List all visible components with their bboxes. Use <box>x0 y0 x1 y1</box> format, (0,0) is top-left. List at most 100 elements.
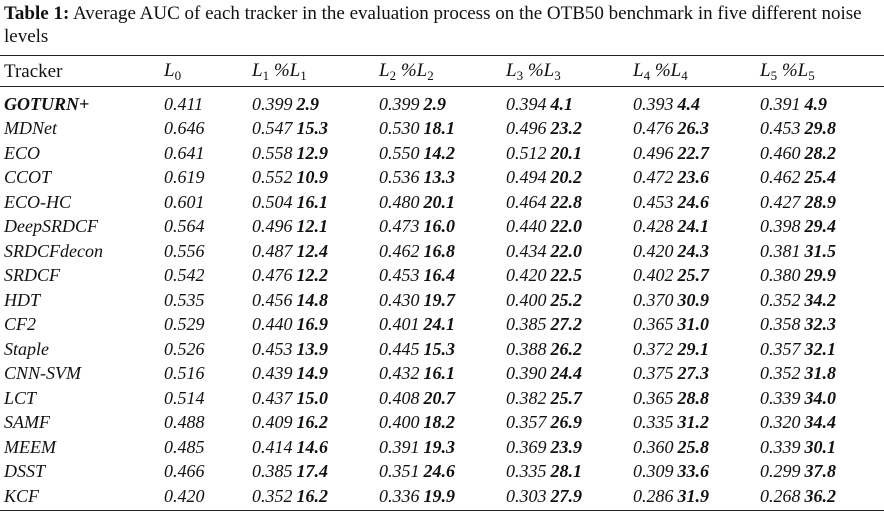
tracker-name: SRDCF <box>4 265 60 286</box>
table-row: Staple 0.526 0.453 13.9 0.445 15.3 0.388 26.2 0.… <box>0 337 884 362</box>
percent-drop-value: 25.7 <box>677 265 710 286</box>
auc-l0-cell: 0.641 <box>164 142 205 163</box>
level-2-cell: 0.391 19.3 <box>375 435 502 460</box>
percent-drop-value: 14.8 <box>296 289 329 310</box>
percent-drop-value: 24.1 <box>677 216 710 237</box>
auc-value: 0.445 <box>379 338 420 359</box>
table-row: SRDCFdecon 0.556 0.487 12.4 0.462 16.8 0.434 22… <box>0 239 884 264</box>
auc-value: 0.357 <box>760 338 801 359</box>
percent-drop-value: 4.1 <box>550 93 574 114</box>
percent-drop-value: 13.3 <box>423 167 456 188</box>
header-level-5: L5 %L5 <box>760 60 815 83</box>
tracker-name: Staple <box>4 338 49 359</box>
auc-value: 0.399 <box>379 93 420 114</box>
percent-drop-value: 15.3 <box>296 118 329 139</box>
auc-value: 0.352 <box>760 289 801 310</box>
level-1-cell: 0.552 10.9 <box>248 166 375 191</box>
percent-drop-value: 28.8 <box>677 387 710 408</box>
auc-value: 0.464 <box>506 191 547 212</box>
level-1-cell: 0.504 16.1 <box>248 190 375 215</box>
auc-value: 0.391 <box>379 436 420 457</box>
auc-value: 0.408 <box>379 387 420 408</box>
auc-value: 0.453 <box>633 191 674 212</box>
auc-value: 0.476 <box>633 118 674 139</box>
percent-drop-value: 19.3 <box>423 436 456 457</box>
auc-value: 0.336 <box>379 485 420 506</box>
level-1-cell: 0.439 14.9 <box>248 362 375 387</box>
auc-value: 0.380 <box>760 265 801 286</box>
percent-drop-value: 4.4 <box>677 93 701 114</box>
level-4-cell: 0.472 23.6 <box>629 166 756 191</box>
level-4-cell: 0.393 4.4 <box>629 86 756 117</box>
auc-l0-cell: 0.535 <box>164 289 205 310</box>
level-2-cell: 0.473 16.0 <box>375 215 502 240</box>
level-3-cell: 0.335 28.1 <box>502 460 629 485</box>
tracker-name: DSST <box>4 461 46 482</box>
level-5-cell: 0.453 29.8 <box>756 117 884 142</box>
percent-drop-value: 27.3 <box>677 363 710 384</box>
table-row: ECO 0.641 0.558 12.9 0.550 14.2 0.512 20.1 0.496… <box>0 141 884 166</box>
percent-drop-value: 19.7 <box>423 289 456 310</box>
level-4-cell: 0.365 31.0 <box>629 313 756 338</box>
percent-drop-value: 22.0 <box>550 216 583 237</box>
auc-value: 0.427 <box>760 191 801 212</box>
auc-value: 0.339 <box>760 387 801 408</box>
table-row: DSST 0.466 0.385 17.4 0.351 24.6 0.335 28.1 0.30… <box>0 460 884 485</box>
auc-value: 0.487 <box>252 240 293 261</box>
level-2-cell: 0.453 16.4 <box>375 264 502 289</box>
level-4-cell: 0.360 25.8 <box>629 435 756 460</box>
percent-drop-value: 30.9 <box>677 289 710 310</box>
tracker-name: HDT <box>4 289 41 310</box>
percent-drop-value: 26.2 <box>550 338 583 359</box>
table-row: DeepSRDCF 0.564 0.496 12.1 0.473 16.0 0.440 22.… <box>0 215 884 240</box>
level-5-cell: 0.357 32.1 <box>756 337 884 362</box>
level-3-cell: 0.464 22.8 <box>502 190 629 215</box>
level-5-cell: 0.339 30.1 <box>756 435 884 460</box>
header-level-4: L4 %L4 <box>633 60 688 83</box>
level-3-cell: 0.382 25.7 <box>502 386 629 411</box>
auc-value: 0.339 <box>760 436 801 457</box>
auc-value: 0.385 <box>506 314 547 335</box>
percent-drop-value: 23.6 <box>677 167 710 188</box>
table-row: CNN-SVM 0.516 0.439 14.9 0.432 16.1 0.390 24.4 0… <box>0 362 884 387</box>
percent-drop-value: 28.2 <box>804 142 837 163</box>
auc-l0-cell: 0.488 <box>164 412 205 433</box>
auc-l0-cell: 0.516 <box>164 363 205 384</box>
auc-value: 0.351 <box>379 461 420 482</box>
table-row: SRDCF 0.542 0.476 12.2 0.453 16.4 0.420 22.5 0.4… <box>0 264 884 289</box>
tracker-name: MEEM <box>4 436 56 457</box>
auc-value: 0.358 <box>760 314 801 335</box>
level-3-cell: 0.369 23.9 <box>502 435 629 460</box>
percent-drop-value: 34.2 <box>804 289 837 310</box>
percent-drop-value: 16.8 <box>423 240 456 261</box>
level-5-cell: 0.462 25.4 <box>756 166 884 191</box>
level-3-cell: 0.420 22.5 <box>502 264 629 289</box>
level-3-cell: 0.400 25.2 <box>502 288 629 313</box>
level-3-cell: 0.303 27.9 <box>502 484 629 509</box>
table-caption-text: Average AUC of each tracker in the evalu… <box>4 3 862 47</box>
level-1-cell: 0.453 13.9 <box>248 337 375 362</box>
percent-drop-value: 17.4 <box>296 461 329 482</box>
level-1-cell: 0.456 14.8 <box>248 288 375 313</box>
auc-value: 0.400 <box>379 412 420 433</box>
level-5-cell: 0.380 29.9 <box>756 264 884 289</box>
percent-drop-value: 22.7 <box>677 142 710 163</box>
level-4-cell: 0.402 25.7 <box>629 264 756 289</box>
level-2-cell: 0.445 15.3 <box>375 337 502 362</box>
level-4-cell: 0.375 27.3 <box>629 362 756 387</box>
auc-value: 0.299 <box>760 461 801 482</box>
percent-drop-value: 24.3 <box>677 240 710 261</box>
auc-value: 0.558 <box>252 142 293 163</box>
percent-drop-value: 33.6 <box>677 461 710 482</box>
percent-drop-value: 25.8 <box>677 436 710 457</box>
auc-value: 0.394 <box>506 93 547 114</box>
auc-value: 0.393 <box>633 93 674 114</box>
level-1-cell: 0.547 15.3 <box>248 117 375 142</box>
auc-value: 0.437 <box>252 387 293 408</box>
percent-drop-value: 12.1 <box>296 216 329 237</box>
auc-l0-cell: 0.411 <box>164 93 204 114</box>
level-3-cell: 0.357 26.9 <box>502 411 629 436</box>
percent-drop-value: 18.2 <box>423 412 456 433</box>
level-5-cell: 0.352 34.2 <box>756 288 884 313</box>
level-2-cell: 0.336 19.9 <box>375 484 502 509</box>
